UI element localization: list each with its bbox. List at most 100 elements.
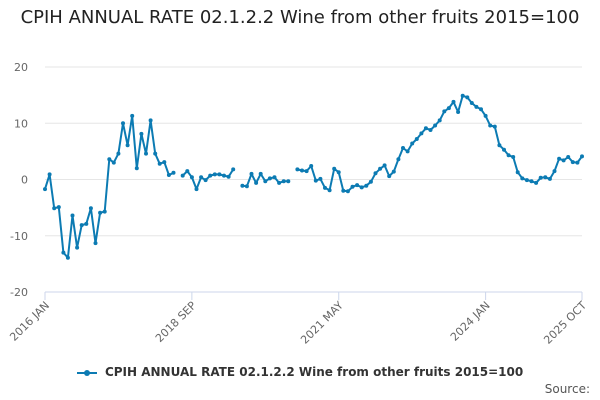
- data-point: [534, 180, 539, 185]
- data-point: [396, 157, 401, 162]
- data-point: [428, 128, 433, 132]
- data-point: [249, 171, 254, 176]
- data-point: [318, 176, 323, 181]
- data-point: [157, 161, 162, 166]
- data-point: [263, 179, 268, 184]
- data-point: [88, 206, 93, 211]
- grid-lines: [45, 66, 582, 293]
- data-point: [258, 171, 263, 176]
- legend[interactable]: CPIH ANNUAL RATE 02.1.2.2 Wine from othe…: [0, 365, 600, 379]
- data-point: [515, 170, 520, 175]
- data-point: [84, 221, 89, 226]
- data-point: [456, 110, 461, 114]
- data-point: [405, 149, 410, 154]
- data-point: [208, 173, 213, 178]
- data-point: [107, 157, 112, 162]
- legend-series-label: CPIH ANNUAL RATE 02.1.2.2 Wine from othe…: [104, 365, 524, 379]
- data-point: [433, 123, 438, 128]
- y-tick-label: 0: [21, 174, 28, 187]
- legend-series-symbol: [76, 368, 97, 378]
- data-point: [492, 124, 497, 129]
- data-point: [479, 107, 483, 112]
- data-point: [336, 170, 341, 175]
- data-point: [580, 154, 584, 159]
- data-point: [382, 163, 387, 168]
- data-point: [144, 151, 148, 156]
- data-point: [355, 183, 360, 188]
- data-point: [437, 118, 442, 123]
- x-tick-label: 2021 MAY: [298, 299, 346, 347]
- data-point: [309, 164, 314, 168]
- data-point: [79, 223, 84, 228]
- data-point: [502, 147, 506, 152]
- data-point: [139, 131, 144, 136]
- chart-title: CPIH ANNUAL RATE 02.1.2.2 Wine from othe…: [20, 7, 580, 28]
- data-point: [414, 137, 419, 141]
- data-point: [277, 180, 282, 185]
- data-point: [410, 141, 415, 146]
- data-point: [240, 183, 245, 188]
- data-point: [511, 155, 516, 159]
- data-point: [65, 255, 70, 260]
- data-point: [180, 173, 185, 178]
- data-point: [47, 172, 52, 177]
- data-point: [272, 175, 277, 180]
- data-point: [524, 178, 529, 183]
- data-point: [153, 151, 158, 156]
- data-point: [304, 169, 309, 174]
- series-layer: [43, 93, 584, 260]
- data-point: [125, 143, 130, 148]
- x-tick-label: 2018 SEP: [153, 299, 199, 345]
- data-point: [350, 184, 355, 189]
- data-point: [391, 169, 396, 174]
- data-point: [254, 180, 259, 185]
- data-point: [451, 99, 456, 104]
- data-point: [203, 178, 208, 183]
- data-point: [61, 250, 66, 255]
- data-point: [93, 241, 98, 246]
- data-point: [116, 151, 121, 156]
- data-point: [267, 176, 272, 181]
- data-point: [469, 101, 474, 105]
- y-tick-label: -20: [10, 286, 28, 299]
- data-point: [345, 189, 350, 194]
- data-point: [185, 169, 190, 174]
- data-point: [189, 175, 194, 180]
- data-point: [199, 175, 204, 180]
- series-line-segment: [44, 114, 174, 259]
- data-point: [313, 178, 318, 183]
- data-point: [43, 187, 47, 192]
- data-point: [547, 176, 552, 181]
- data-point: [148, 118, 153, 123]
- data-point: [162, 160, 167, 165]
- data-point: [166, 173, 171, 177]
- data-point: [102, 209, 107, 214]
- data-point: [332, 166, 337, 171]
- data-point: [561, 158, 566, 163]
- data-point: [543, 175, 548, 180]
- data-point: [134, 166, 139, 171]
- data-point: [378, 166, 383, 171]
- data-point: [497, 143, 502, 148]
- data-point: [300, 168, 304, 173]
- data-point: [387, 174, 392, 179]
- x-tick-label: 2025 OCT: [541, 299, 589, 347]
- data-point: [419, 131, 424, 136]
- data-point: [483, 113, 488, 118]
- data-point: [575, 160, 580, 165]
- x-tick-label: 2016 JAN: [7, 299, 52, 344]
- data-point: [70, 213, 75, 218]
- data-point: [506, 153, 511, 158]
- data-point: [552, 169, 557, 174]
- data-point: [442, 109, 447, 114]
- data-point: [446, 106, 451, 111]
- data-point: [474, 104, 479, 109]
- data-point: [465, 95, 470, 100]
- data-point: [423, 126, 428, 131]
- data-point: [231, 167, 236, 172]
- data-point: [401, 146, 405, 150]
- data-point: [222, 173, 226, 178]
- data-point: [111, 160, 116, 165]
- y-tick-label: 10: [14, 117, 28, 130]
- data-point: [341, 188, 346, 193]
